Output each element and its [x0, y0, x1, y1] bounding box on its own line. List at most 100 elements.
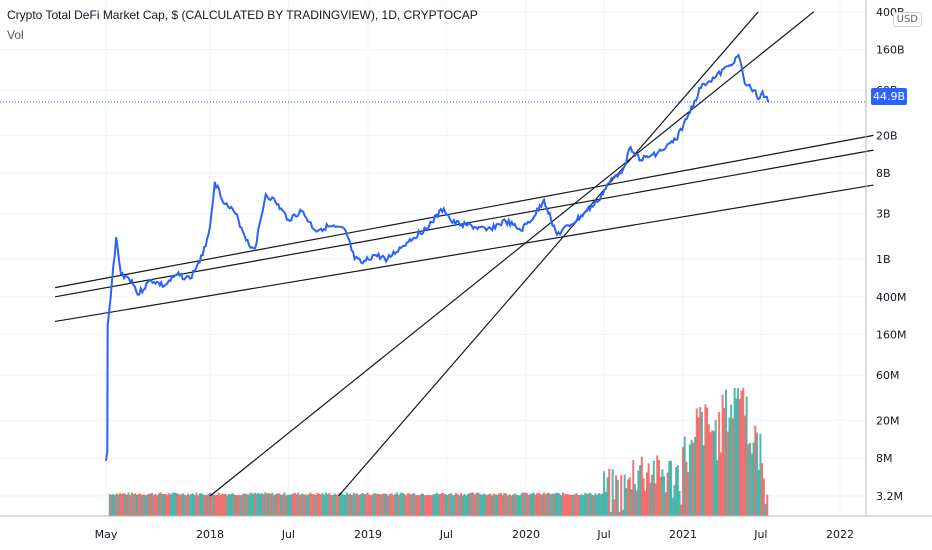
volume-bar	[337, 494, 340, 516]
volume-bar	[764, 503, 767, 516]
volume-bar	[139, 493, 142, 516]
volume-bar	[399, 492, 402, 516]
volume-bar	[475, 492, 478, 516]
trend-lines	[54, 11, 874, 497]
volume-bar	[314, 494, 317, 516]
volume-bar	[164, 493, 167, 516]
volume-bar	[168, 493, 171, 516]
volume-bar	[579, 495, 582, 516]
volume-bar	[321, 493, 324, 516]
volume-bar	[567, 494, 570, 516]
volume-bar	[415, 495, 418, 516]
volume-bar	[210, 493, 213, 516]
volume-bar	[582, 495, 585, 516]
x-tick-label: Jul	[596, 528, 610, 541]
volume-bar	[248, 493, 251, 516]
volume-bar	[491, 495, 494, 516]
volume-bar	[281, 494, 284, 516]
volume-bar	[171, 492, 174, 516]
volume-bar	[498, 493, 501, 516]
y-tick-label: 3B	[876, 208, 891, 221]
volume-bar	[470, 492, 473, 516]
volume-bar	[233, 494, 236, 516]
volume-bar	[269, 493, 272, 516]
volume-bar	[606, 477, 609, 516]
volume-bar	[704, 404, 707, 516]
volume-bar	[226, 495, 229, 516]
volume-bar	[496, 494, 499, 516]
volume-bar	[580, 494, 583, 516]
volume-bar	[299, 495, 302, 516]
x-tick-label: 2020	[512, 528, 540, 541]
volume-bar	[560, 495, 563, 516]
volume-bar	[750, 453, 753, 516]
volume-bar	[228, 493, 231, 516]
volume-bar	[707, 424, 710, 516]
volume-bar	[370, 495, 373, 516]
volume-bar	[664, 492, 667, 516]
volume-bar	[685, 461, 688, 516]
last-price-tag: 44.9B	[871, 88, 907, 105]
volume-bar	[356, 493, 359, 516]
volume-bar	[551, 493, 554, 516]
volume-bar	[408, 493, 411, 516]
volume-bar	[373, 492, 376, 516]
volume-bar	[661, 469, 664, 516]
volume-bar	[762, 478, 765, 516]
volume-bar	[683, 436, 686, 516]
volume-bar	[347, 494, 350, 516]
currency-label[interactable]: USD	[892, 12, 922, 27]
volume-bar	[735, 398, 738, 516]
volume-bar	[293, 492, 296, 516]
volume-bar	[154, 493, 157, 516]
volume-bar	[352, 492, 355, 516]
time-axis[interactable]: May 2018 Jul 2019 Jul 2020 Jul 2021 Jul 2022	[95, 528, 854, 541]
volume-bar	[468, 493, 471, 516]
price-axis[interactable]: 400B160B60B20B8B3B1B400M160M60M20M8M3.2M	[876, 6, 907, 503]
volume-bar	[517, 495, 520, 516]
volume-bar	[193, 494, 196, 516]
volume-bar	[274, 493, 277, 516]
volume-bar	[326, 494, 329, 516]
volume-bar	[737, 388, 740, 516]
volume-bar	[449, 492, 452, 516]
volume-bar	[425, 495, 428, 516]
volume-bar	[618, 511, 621, 516]
volume-bar	[203, 494, 206, 516]
volume-bar	[623, 474, 626, 516]
volume-bar	[200, 493, 203, 516]
volume-bar	[205, 495, 208, 516]
volume-bar	[506, 495, 509, 516]
volume-bar	[312, 494, 315, 516]
volume-bar	[340, 492, 343, 516]
x-tick-label: 2021	[669, 528, 697, 541]
volume-bar	[434, 493, 437, 516]
volume-bar	[406, 493, 409, 516]
volume-bar	[264, 492, 267, 516]
volume-bar	[615, 475, 618, 516]
volume-bar	[441, 492, 444, 516]
volume-bar	[125, 494, 128, 516]
volume-bar	[178, 494, 181, 516]
volume-bar	[757, 469, 760, 516]
volume-bar	[350, 494, 353, 516]
volume-bar	[738, 398, 741, 516]
volume-bar	[573, 494, 576, 516]
volume-bar	[402, 493, 405, 516]
volume-bar	[652, 460, 655, 516]
volume-bar	[549, 494, 552, 516]
volume-bar	[630, 489, 633, 516]
volume-bar	[537, 492, 540, 516]
volume-bar	[411, 493, 414, 516]
volume-bar	[245, 493, 248, 516]
volume-bar	[176, 493, 179, 516]
volume-bar	[627, 479, 630, 516]
volume-bar	[472, 492, 475, 516]
volume-bar	[740, 390, 743, 516]
volume-bar	[345, 492, 348, 516]
volume-bar	[518, 495, 521, 516]
volume-bar	[673, 484, 676, 516]
volume-bar	[743, 415, 746, 516]
volume-bar	[477, 492, 480, 516]
